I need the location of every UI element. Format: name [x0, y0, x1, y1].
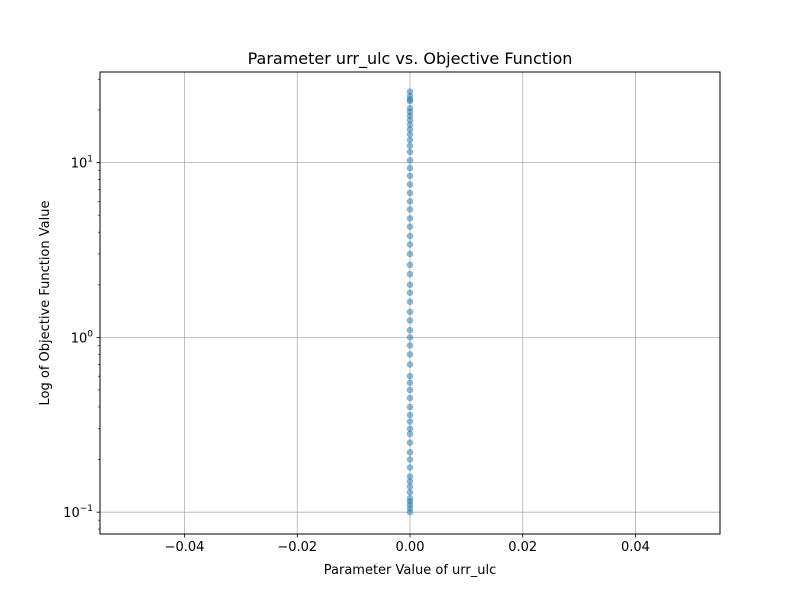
data-point — [406, 449, 414, 456]
data-point — [406, 489, 414, 496]
x-tick-label: 0.02 — [508, 540, 537, 555]
data-point — [406, 386, 414, 394]
data-point — [406, 164, 414, 172]
data-point — [406, 372, 414, 380]
data-point — [406, 189, 414, 197]
data-point — [406, 206, 414, 213]
x-tick-label: 0.04 — [621, 540, 650, 555]
data-point — [406, 495, 414, 502]
data-point — [406, 317, 414, 324]
data-point — [406, 250, 414, 258]
data-points — [406, 88, 414, 516]
data-point — [406, 142, 414, 149]
data-point — [406, 270, 414, 278]
data-point — [406, 411, 414, 419]
data-point — [406, 223, 414, 230]
data-point — [406, 198, 414, 205]
data-point — [406, 172, 414, 180]
y-tick-label: 101 — [71, 155, 93, 172]
data-point — [406, 289, 414, 297]
data-point — [406, 456, 414, 463]
data-point — [406, 418, 414, 425]
data-point — [406, 403, 414, 411]
data-point — [406, 148, 414, 156]
x-axis-label: Parameter Value of urr_ulc — [324, 563, 496, 578]
data-point — [406, 232, 414, 240]
data-point — [406, 342, 414, 349]
data-point — [406, 281, 414, 289]
data-point — [406, 351, 414, 358]
data-point — [406, 298, 414, 305]
data-point — [406, 439, 414, 446]
data-point — [406, 181, 414, 188]
data-point — [406, 241, 414, 248]
x-tick-label: −0.04 — [165, 540, 205, 555]
data-point — [406, 261, 414, 269]
data-point — [406, 473, 414, 480]
data-point — [406, 157, 414, 164]
axis-ticks: −0.04 −0.02 0.00 0.02 0.04 10−1 100 101 — [63, 78, 650, 555]
data-point — [406, 104, 414, 112]
y-tick-label: 100 — [71, 329, 94, 346]
data-point — [406, 136, 414, 144]
y-axis-label: Log of Objective Function Value — [38, 201, 53, 406]
data-point — [406, 334, 414, 341]
x-tick-label: −0.02 — [277, 540, 317, 555]
data-point — [406, 379, 414, 387]
data-point — [406, 308, 414, 316]
data-point — [406, 464, 414, 471]
x-tick-label: 0.00 — [396, 540, 425, 555]
chart-title: Parameter urr_ulc vs. Objective Function — [248, 49, 573, 69]
y-tick-label: 10−1 — [63, 504, 93, 521]
data-point — [406, 215, 414, 222]
data-point — [406, 326, 414, 334]
data-point — [406, 425, 414, 433]
data-point — [406, 394, 414, 402]
data-point — [406, 88, 414, 95]
data-point — [406, 361, 414, 368]
